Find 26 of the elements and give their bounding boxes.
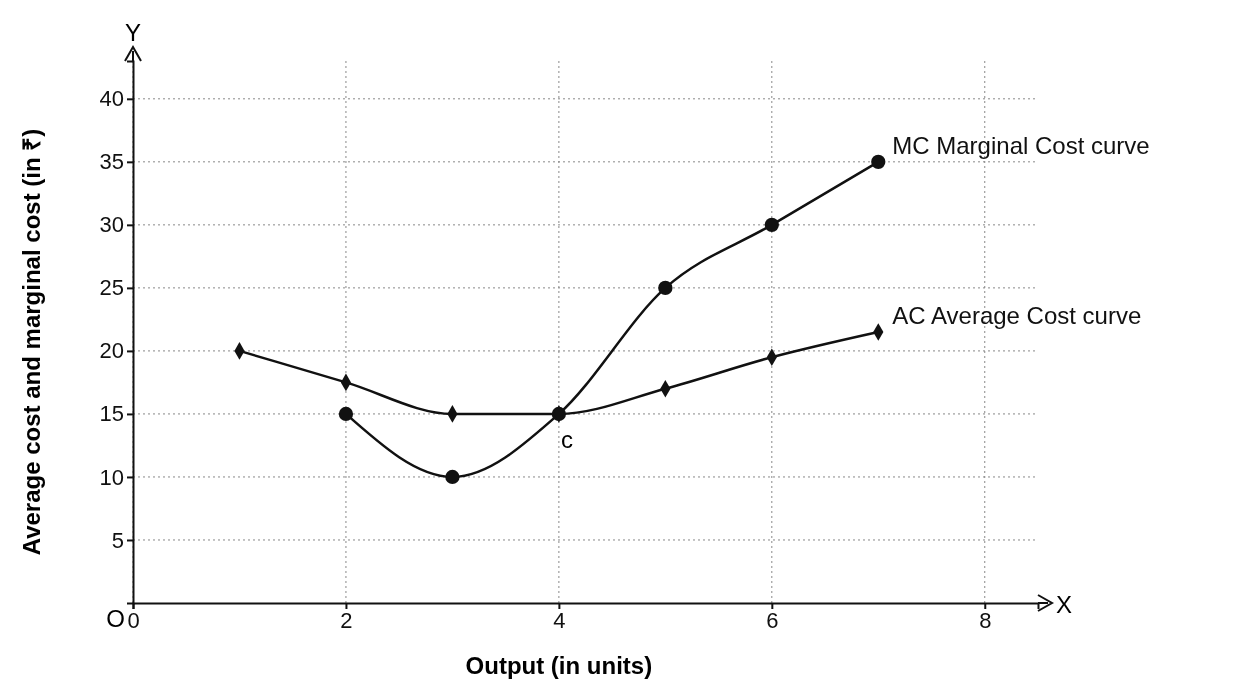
point [445, 469, 460, 485]
series-label: MC Marginal Cost curve [892, 131, 1150, 159]
y-tick-label: 40 [99, 86, 124, 112]
x-tick-label: 6 [766, 607, 779, 633]
text: Y [124, 19, 142, 46]
text: O [106, 605, 125, 632]
y-tick-label: 15 [99, 401, 124, 427]
y-tick-label: 10 [99, 464, 124, 490]
y-tick-label: 5 [111, 527, 124, 553]
y-axis-title: Average cost and marginal cost (in ₹) [18, 128, 45, 556]
x-axis-title: Output (in units) [465, 652, 653, 679]
point [338, 406, 354, 422]
x-tick-label: 8 [979, 607, 992, 633]
y-tick-label: 20 [99, 338, 124, 364]
point [871, 154, 886, 169]
y-tick-label: 30 [99, 212, 124, 238]
x-tick-label: 0 [127, 607, 140, 633]
point [658, 280, 673, 296]
text: X [1056, 591, 1073, 618]
y-tick-label: 35 [99, 149, 124, 175]
x-tick-label: 4 [553, 607, 566, 633]
x-tick-label: 2 [340, 607, 353, 633]
annotation: c [560, 425, 573, 453]
point [764, 217, 779, 232]
series-label: AC Average Cost curve [892, 302, 1142, 329]
y-tick-label: 25 [99, 275, 124, 301]
